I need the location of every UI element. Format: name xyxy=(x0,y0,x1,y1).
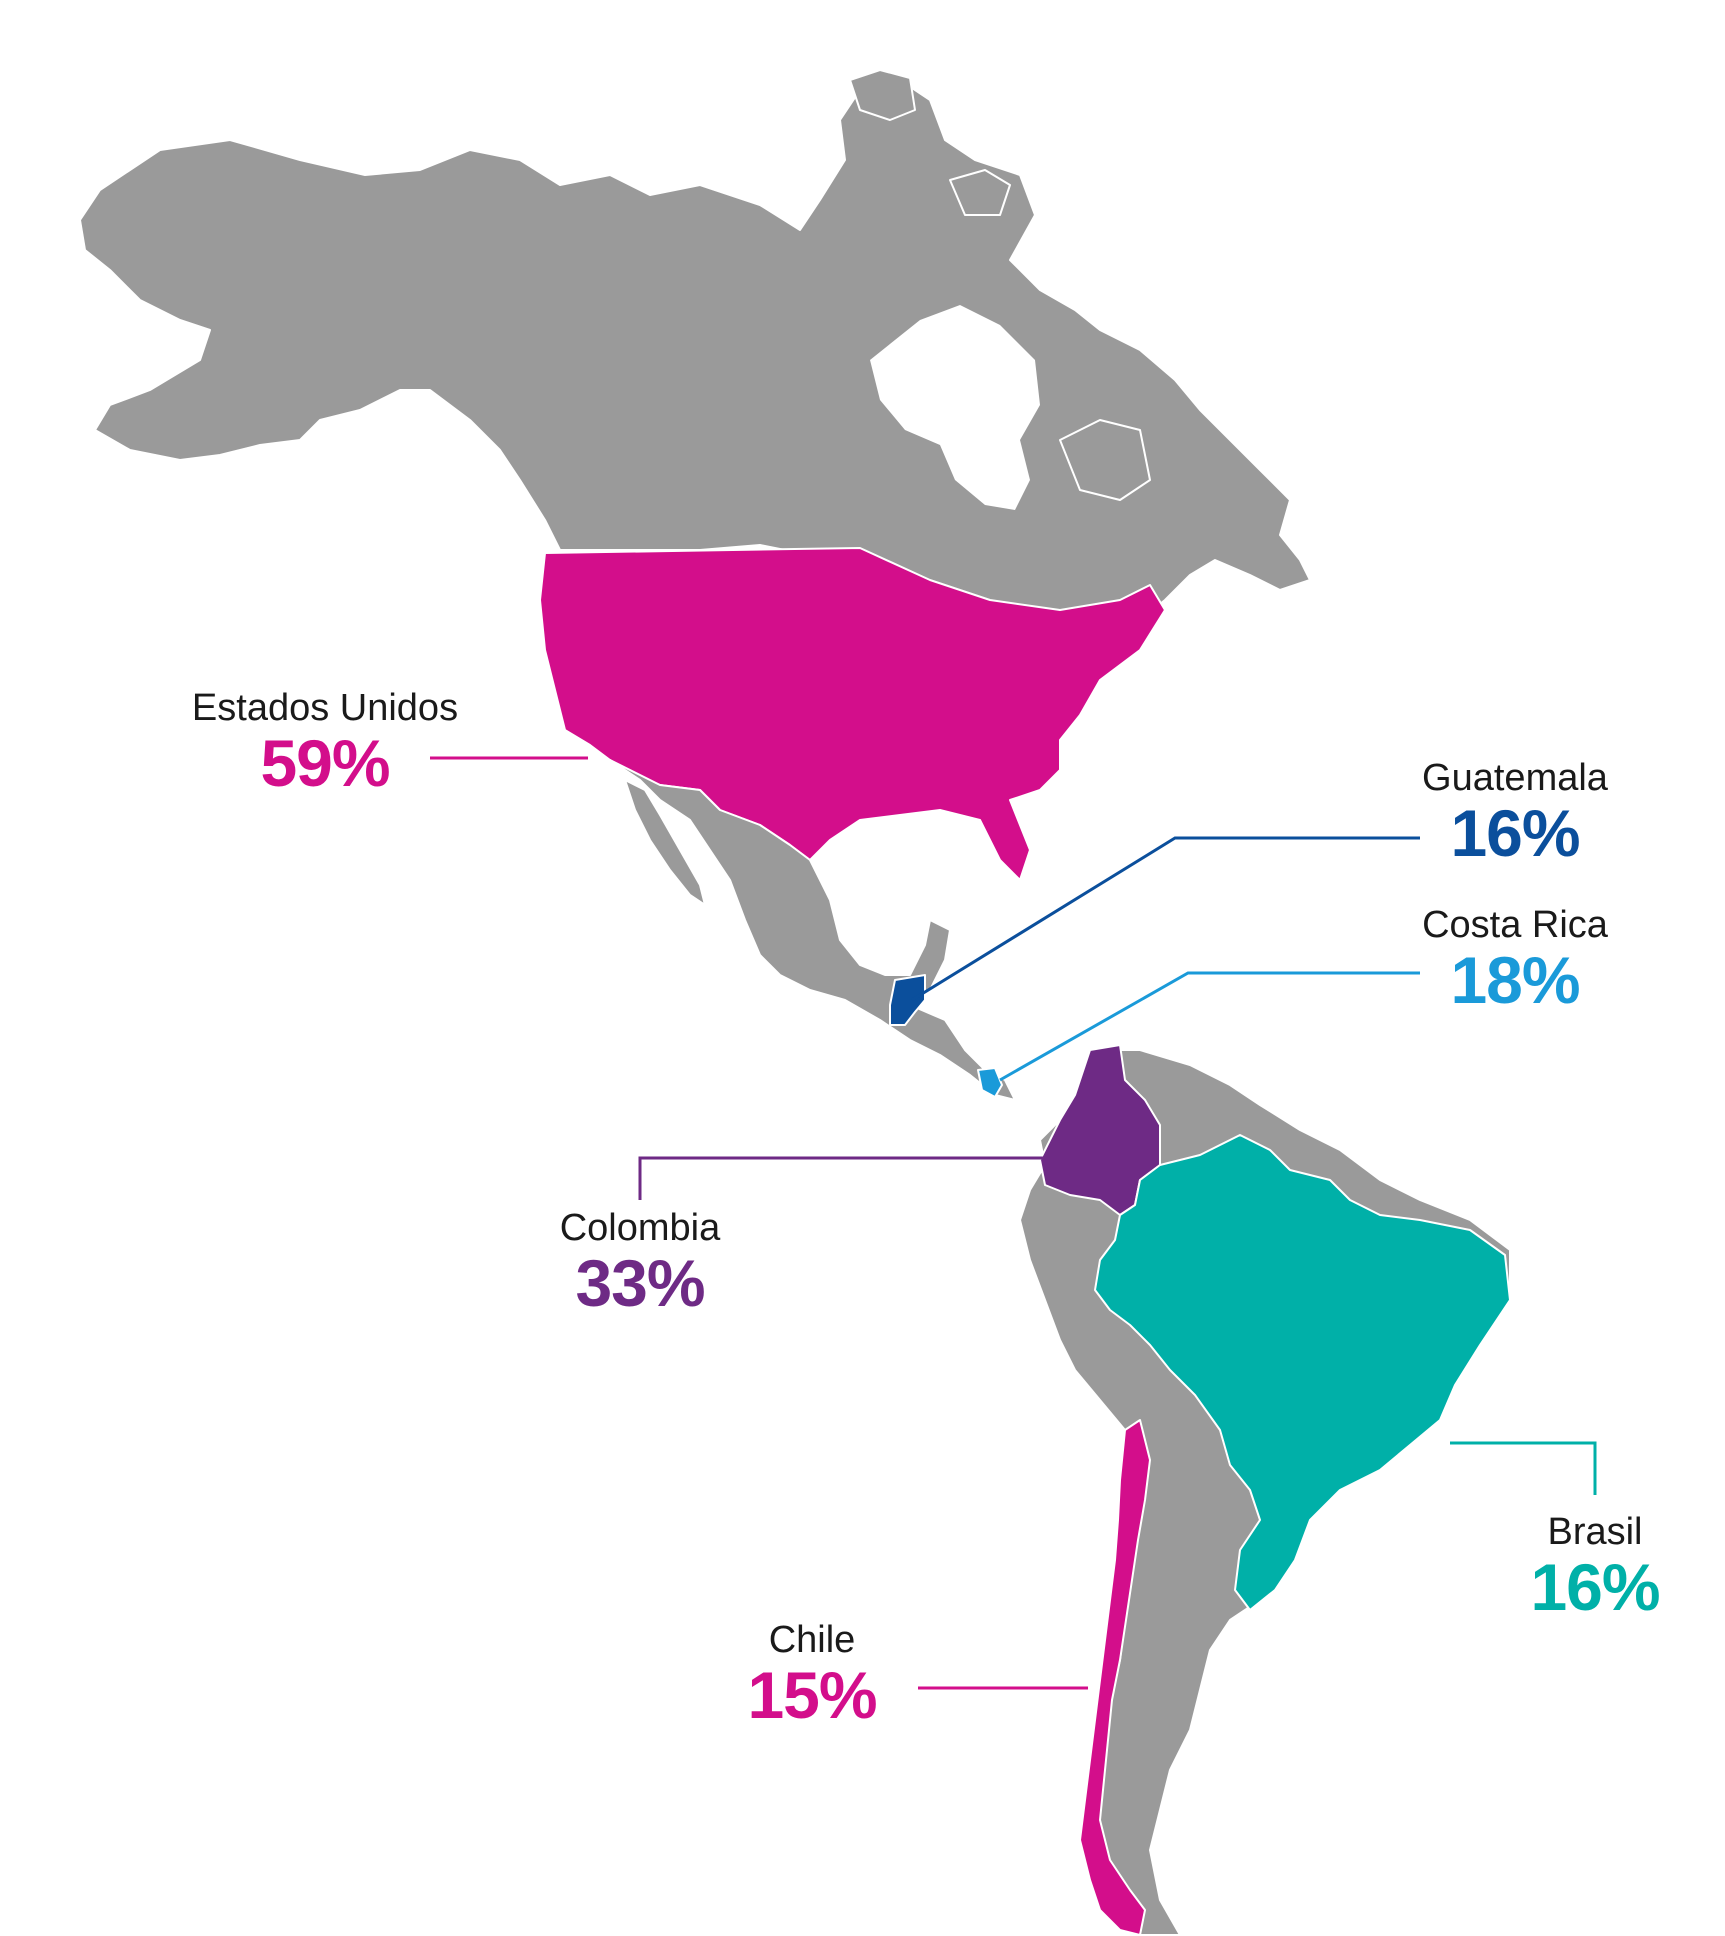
chile-region xyxy=(1079,1419,1151,1936)
colombia-label: Colombia xyxy=(559,1207,721,1249)
callout-colombia: Colombia 33% xyxy=(540,1206,740,1316)
chile-label: Chile xyxy=(768,1619,856,1661)
callout-guatemala: Guatemala 16% xyxy=(1405,756,1625,866)
colombia-leader-line xyxy=(638,1156,1050,1200)
costa-rica-leader-line xyxy=(999,971,1420,1082)
arctic-islands xyxy=(849,69,1151,501)
brasil-label: Brasil xyxy=(1547,1511,1643,1553)
brasil-leader-line xyxy=(1450,1441,1597,1495)
brasil-region xyxy=(1094,1134,1511,1611)
usa-label: Estados Unidos xyxy=(191,687,459,729)
brasil-value: 16% xyxy=(1530,1550,1660,1624)
costa-rica-value: 18% xyxy=(1450,943,1580,1017)
costa-rica-region xyxy=(977,1067,1003,1098)
callout-brasil: Brasil 16% xyxy=(1500,1510,1690,1620)
costa-rica-label: Costa Rica xyxy=(1422,904,1608,946)
callout-chile: Chile 15% xyxy=(722,1618,902,1728)
callout-usa: Estados Unidos 59% xyxy=(180,686,470,796)
guatemala-value: 16% xyxy=(1450,796,1580,870)
guatemala-leader-line xyxy=(911,836,1420,1002)
usa-value: 59% xyxy=(260,726,390,800)
guatemala-region xyxy=(889,974,926,1026)
colombia-value: 33% xyxy=(575,1246,705,1320)
callout-costa-rica: Costa Rica 18% xyxy=(1405,903,1625,1013)
baja-california xyxy=(624,779,706,906)
guatemala-label: Guatemala xyxy=(1422,757,1608,799)
hudson-bay xyxy=(870,305,1040,510)
chile-value: 15% xyxy=(747,1658,877,1732)
